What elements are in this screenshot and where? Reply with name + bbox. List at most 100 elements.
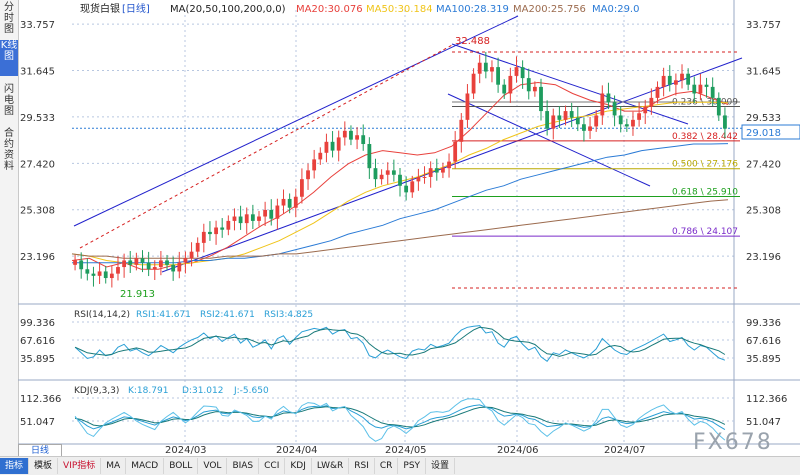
rsi1-value: RSI1:41.671 — [136, 310, 191, 320]
candle-body — [667, 75, 672, 85]
candle-body — [490, 67, 494, 72]
date-tick: 2024/05 — [385, 445, 427, 456]
candle-body — [631, 119, 635, 127]
rsi-tick-right: 99.336 — [746, 318, 781, 329]
candle-body — [257, 216, 261, 221]
price-tick-left: 33.757 — [20, 20, 55, 31]
candle-body — [103, 271, 108, 279]
candle-body — [269, 209, 274, 219]
candle-body — [281, 198, 286, 206]
candle-body — [214, 227, 218, 235]
toolbar-tab-14[interactable]: 设置 — [426, 458, 456, 474]
candle-body — [723, 115, 727, 129]
candle-body — [404, 185, 409, 193]
toolbar-tab-1[interactable]: 模板 — [29, 458, 59, 474]
ma50-value: MA50:30.184 — [366, 4, 433, 15]
candle-body — [324, 141, 329, 153]
rsi-tick-right: 35.895 — [746, 354, 781, 365]
candle-body — [220, 227, 225, 230]
kdj-tick-right: 51.047 — [746, 417, 781, 428]
candle-body — [177, 262, 182, 272]
candle-body — [563, 111, 568, 120]
candle-body — [391, 170, 396, 175]
candle-body — [195, 242, 200, 252]
tab-k-line[interactable]: K线图 — [0, 40, 18, 76]
low-price-label: 21.913 — [120, 289, 155, 300]
indicator-toolbar: 指标 模板 VIP指标 MA MACD BOLL VOL BIAS CCI KDJ LW&R RSI C… — [0, 456, 800, 475]
rsi-tick-right: 67.616 — [746, 336, 781, 347]
candle-body — [312, 159, 317, 171]
candle-body — [109, 273, 114, 279]
toolbar-tab-10[interactable]: LW&R — [312, 458, 350, 474]
candle-body — [643, 106, 648, 114]
tab-time-share[interactable]: 分时图 — [4, 2, 14, 35]
candle-body — [624, 124, 629, 127]
candle-body — [122, 260, 127, 268]
candle-body — [600, 93, 605, 116]
candle-body — [140, 258, 145, 263]
kdj-tick-left: 112.366 — [20, 394, 61, 405]
candle-body — [293, 196, 298, 208]
candle-body — [532, 86, 537, 92]
candle-body — [97, 271, 102, 276]
ma-line-ma100 — [72, 143, 729, 264]
toolbar-tab-9[interactable]: KDJ — [285, 458, 312, 474]
toolbar-tab-12[interactable]: CR — [375, 458, 399, 474]
candle-body — [367, 144, 372, 169]
candle-body — [673, 80, 678, 85]
ma-params: MA(20,50,100,200,0,0) — [170, 4, 286, 15]
candle-body — [692, 84, 697, 94]
candle-body — [361, 135, 366, 145]
fib-label: 0.382 \ 28.442 — [672, 132, 738, 142]
toolbar-tab-2[interactable]: VIP指标 — [58, 458, 102, 474]
toolbar-tab-4[interactable]: MACD — [126, 458, 165, 474]
candle-body — [618, 115, 623, 125]
toolbar-tab-3[interactable]: MA — [101, 458, 127, 474]
toolbar-tab-7[interactable]: BIAS — [227, 458, 260, 474]
tab-contract-info[interactable]: 合约资料 — [4, 128, 14, 172]
tab-lightning[interactable]: 闪电图 — [4, 84, 14, 117]
axis-ticks: 33.757 33.757 31.645 31.645 29.533 29.533 27.4… — [20, 20, 781, 456]
date-tick: 2024/06 — [497, 445, 539, 456]
candle-body — [698, 84, 703, 94]
candle-body — [165, 260, 169, 265]
toolbar-tab-8[interactable]: CCI — [259, 458, 286, 474]
candle-body — [385, 170, 390, 175]
candle-body — [716, 97, 721, 116]
candle-body — [158, 260, 163, 268]
candle-body — [661, 75, 666, 87]
candle-body — [588, 126, 592, 131]
fib-label: 0.500 \ 27.176 — [672, 160, 738, 170]
candle-body — [263, 209, 268, 217]
candle-body — [545, 111, 550, 129]
candle-body — [680, 73, 684, 81]
toolbar-tab-11[interactable]: RSI — [349, 458, 375, 474]
candle-body — [275, 205, 280, 219]
candle-body — [238, 216, 243, 224]
kdj-tick-left: 51.047 — [20, 417, 55, 428]
price-tick-left: 23.196 — [20, 252, 55, 263]
price-tick-left: 29.533 — [20, 113, 55, 124]
ma200-value: MA200:25.756 — [513, 4, 586, 15]
candle-body — [496, 67, 500, 85]
toolbar-tab-5[interactable]: BOLL — [164, 458, 199, 474]
ma20-value: MA20:30.076 — [296, 4, 363, 15]
rsi-params: RSI(14,14,2) — [74, 310, 130, 320]
candle-body — [134, 258, 139, 265]
kdj-tick-right: 112.366 — [746, 394, 787, 405]
toolbar-tab-13[interactable]: PSY — [398, 458, 427, 474]
toolbar-tab-6[interactable]: VOL — [198, 458, 228, 474]
price-tick-right: 29.533 — [746, 113, 781, 124]
candle-body — [128, 260, 133, 265]
candle-body — [208, 231, 212, 235]
rsi-tick-left: 99.336 — [20, 318, 55, 329]
candle-body — [575, 117, 580, 125]
descending-lower-line — [447, 93, 651, 187]
candle-body — [306, 170, 310, 180]
candlestick-series — [73, 51, 727, 288]
current-price-tag — [741, 124, 800, 140]
candle-body — [73, 260, 77, 265]
candle-body — [453, 141, 458, 162]
toolbar-tab-0[interactable]: 指标 — [0, 458, 30, 474]
